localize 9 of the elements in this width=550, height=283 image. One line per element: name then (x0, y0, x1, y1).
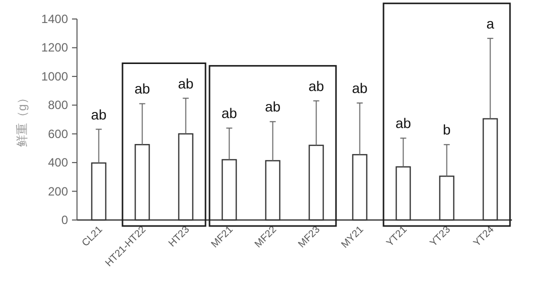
y-tick-label: 0 (61, 213, 68, 227)
y-tick-label: 1400 (41, 12, 68, 26)
y-tick-label: 800 (48, 98, 68, 112)
y-axis-title: 鲜重（g） (15, 92, 29, 147)
y-tick-label: 600 (48, 126, 68, 141)
y-tick-label: 1200 (41, 40, 68, 55)
y-tick-label: 200 (48, 184, 68, 198)
y-tick-label: 1000 (41, 69, 68, 84)
y-tick-label: 400 (48, 156, 68, 170)
